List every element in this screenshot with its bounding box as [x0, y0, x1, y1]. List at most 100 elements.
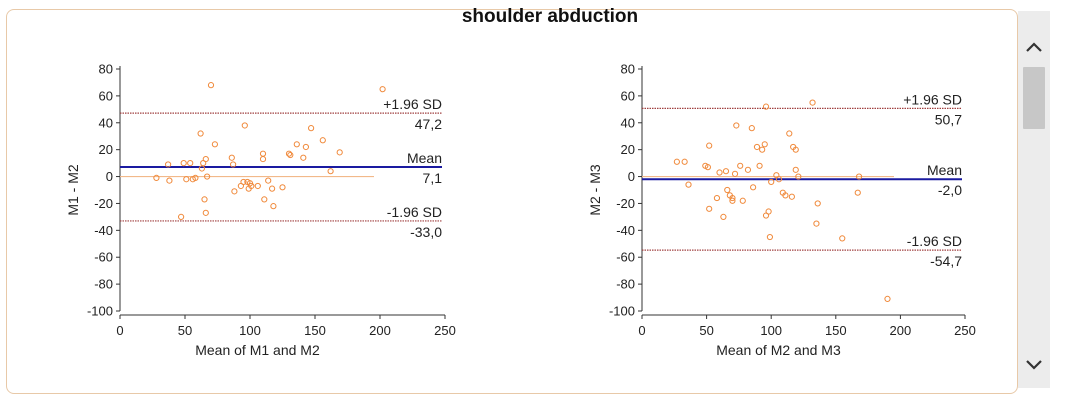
chart1-y-tick-label: 80 — [99, 62, 113, 77]
chart2-data-point — [809, 99, 816, 106]
chart2-data-point — [722, 168, 730, 175]
chart2-data-point — [786, 130, 793, 137]
chart1-data-point — [327, 168, 334, 175]
chart1-data-point — [279, 184, 286, 191]
chart2-x-tick-label: 150 — [825, 323, 847, 338]
chart1-data-point — [293, 141, 300, 148]
chart1-data-point — [187, 160, 194, 167]
chart2-data-point — [759, 146, 766, 153]
chart1-x-tick-label: 50 — [178, 323, 192, 338]
chart-panel — [6, 9, 1018, 394]
chart2-data-point — [704, 164, 711, 171]
chart2-y-tick-label: -100 — [609, 304, 635, 319]
chart1-lower-label: -1.96 SD — [387, 204, 442, 220]
chart2-upper-value: 50,7 — [935, 111, 962, 127]
chart1-data-point — [183, 176, 190, 183]
chart1-data-point — [336, 149, 343, 156]
chart1-x-tick-label: 100 — [239, 323, 261, 338]
chart2-y-tick-label: 20 — [621, 142, 635, 157]
chart2-data-point — [884, 295, 891, 302]
chart2-data-point — [854, 189, 861, 196]
chart2-mean-label: Mean — [927, 162, 962, 178]
chart2-data-point — [768, 178, 775, 186]
chart1-y-tick-label: -80 — [94, 277, 113, 292]
chart1-data-point — [211, 141, 218, 148]
chart1-data-point — [178, 213, 185, 220]
chart2-x-axis-title: Mean of M2 and M3 — [716, 342, 841, 358]
chart1-y-tick-label: -100 — [87, 304, 113, 319]
chart2-data-point — [744, 166, 752, 173]
chart1-y-tick-label: -20 — [94, 196, 113, 211]
chart1-data-point — [180, 160, 187, 167]
page-title: shoulder abduction — [461, 6, 639, 27]
chart2-x-tick-label: 50 — [699, 323, 713, 338]
chart1-y-axis-title: M1 - M2 — [65, 164, 81, 216]
chart1-data-point — [204, 173, 211, 180]
chart2-data-point — [766, 233, 774, 241]
chart2-lower-value: -54,7 — [930, 253, 962, 269]
chart2-data-point — [737, 162, 744, 169]
chart1-data-point — [308, 125, 315, 132]
chart2-data-point — [839, 235, 846, 242]
chart2-data-point — [716, 169, 723, 176]
chart1-y-tick-label: 0 — [106, 169, 113, 184]
chart2-data-point — [762, 103, 770, 110]
chart1-data-point — [248, 182, 255, 190]
chart2-y-axis-title: M2 - M3 — [587, 164, 603, 216]
chart2-x-tick-label: 0 — [638, 323, 645, 338]
chart2-y-tick-label: 80 — [621, 62, 635, 77]
chart1-data-point — [379, 86, 386, 93]
chart2-y-tick-label: -20 — [616, 196, 635, 211]
chart1-data-point — [166, 177, 173, 184]
chart2-data-point — [724, 186, 731, 194]
chart2-data-point — [782, 192, 789, 199]
chart2-y-tick-label: -60 — [616, 250, 635, 265]
chart1-data-point — [270, 203, 277, 210]
scrollbar-thumb[interactable] — [1023, 67, 1045, 129]
chart1-x-tick-label: 250 — [434, 323, 456, 338]
chevron-down-icon — [1026, 360, 1042, 370]
chart2-data-point — [706, 205, 713, 212]
chart2-data-point — [765, 208, 772, 215]
chart1-data-point — [197, 130, 204, 137]
chart1-data-point — [302, 143, 309, 151]
scrollbar[interactable] — [1018, 11, 1050, 388]
chart1-data-point — [201, 196, 208, 203]
chart1-data-point — [202, 209, 209, 216]
chart2-y-tick-label: 60 — [621, 88, 635, 103]
chart1-data-point — [254, 182, 261, 190]
scroll-down-button[interactable] — [1018, 347, 1050, 383]
chart1-x-tick-label: 200 — [369, 323, 391, 338]
chart1-data-point — [265, 177, 272, 184]
chart2-data-point — [713, 194, 721, 202]
chart1-x-axis-title: Mean of M1 and M2 — [195, 342, 320, 358]
chart2-data-point — [814, 200, 821, 207]
chart2-data-point — [775, 176, 783, 183]
chart2-y-tick-label: 40 — [621, 115, 635, 130]
chart2-data-point — [673, 158, 680, 165]
chart1-lower-value: -33,0 — [410, 224, 442, 240]
scroll-up-button[interactable] — [1018, 29, 1050, 65]
chart2-data-point — [795, 173, 802, 180]
chart2-x-tick-label: 100 — [760, 323, 782, 338]
chart2-data-point — [720, 213, 727, 220]
chart1-data-point — [165, 161, 172, 168]
chart1-data-point — [241, 122, 248, 129]
chart2-data-point — [733, 122, 740, 129]
chart1-data-point — [230, 161, 237, 168]
chart1-y-tick-label: -40 — [94, 223, 113, 238]
chart2-y-tick-label: -40 — [616, 223, 635, 238]
chevron-up-icon — [1026, 42, 1042, 52]
chart1-data-point — [207, 82, 215, 89]
chart2-data-point — [855, 173, 863, 180]
chart2-data-point — [761, 141, 768, 148]
chart1-x-tick-label: 0 — [116, 323, 123, 338]
chart2-data-point — [792, 166, 799, 173]
chart1-mean-label: Mean — [407, 150, 442, 166]
chart1-data-point — [153, 174, 160, 181]
chart1-data-point — [240, 178, 247, 186]
chart1-y-tick-label: 60 — [99, 88, 113, 103]
chart2-upper-label: +1.96 SD — [903, 91, 962, 107]
chart2-data-point — [750, 184, 757, 191]
chart1-data-point — [269, 185, 276, 192]
